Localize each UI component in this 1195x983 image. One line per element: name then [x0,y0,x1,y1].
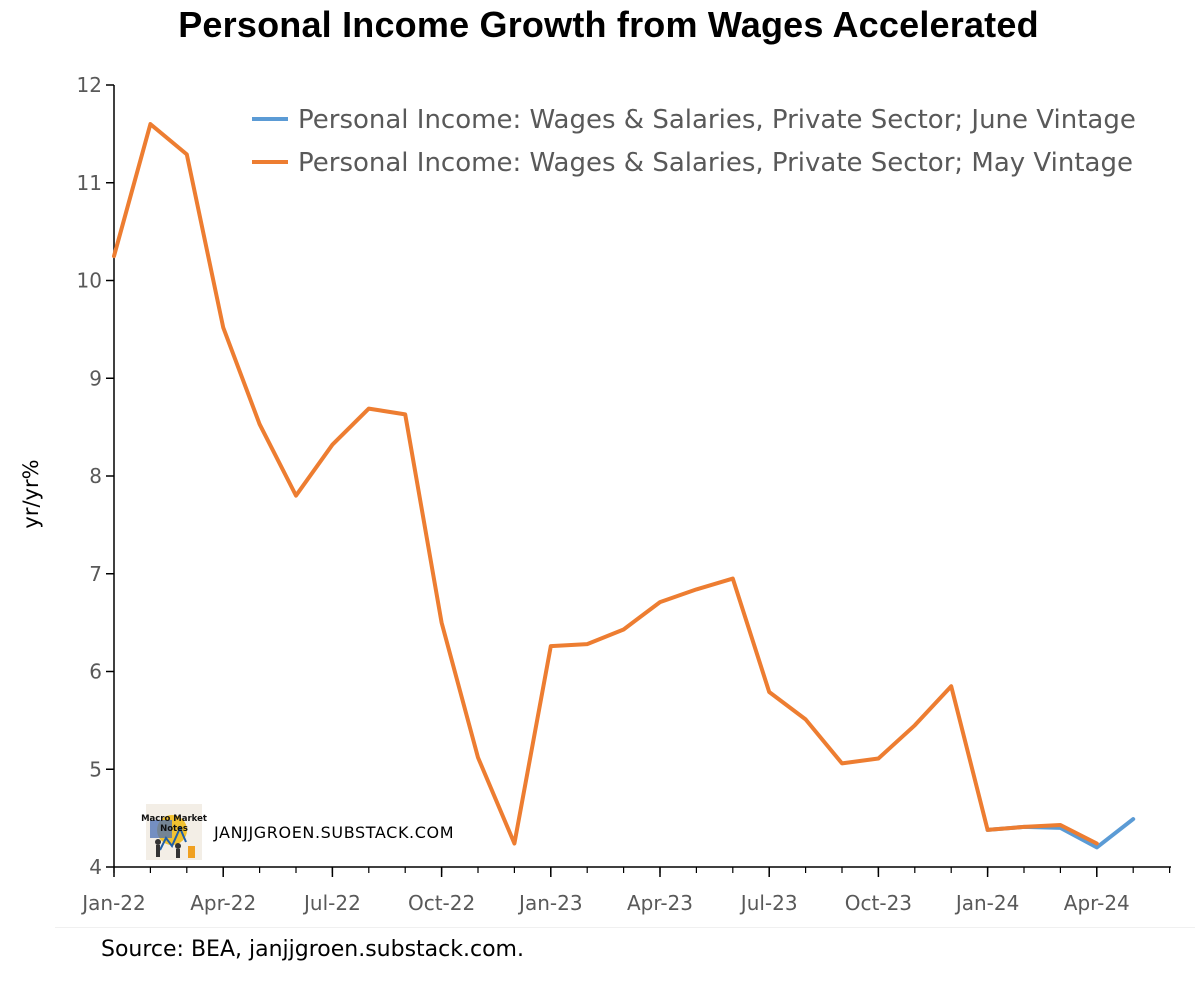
y-tick-label: 12 [77,73,102,97]
logo-line-1: Macro Market [141,814,207,824]
series-line-may-vintage [112,122,1099,846]
y-tick-label: 7 [89,562,102,586]
y-tick-label: 8 [89,464,102,488]
legend-label: Personal Income: Wages & Salaries, Priva… [298,105,1136,135]
x-tick-label: Jan-23 [517,891,583,915]
y-tick-label: 4 [89,855,102,879]
x-tick-label: Oct-22 [408,891,475,915]
y-tick-label: 11 [77,171,102,195]
y-tick-label: 9 [89,366,102,390]
y-tick-label: 10 [77,269,102,293]
x-tick-label: Oct-23 [845,891,912,915]
x-tick-label: Jan-22 [80,891,146,915]
x-tick-label: Jul-22 [302,891,361,915]
chart-title: Personal Income Growth from Wages Accele… [178,4,1039,45]
y-axis-label: yr/yr% [19,459,43,528]
x-tick-label: Jan-24 [954,891,1020,915]
footer-divider [55,927,1195,928]
y-tick-label: 5 [89,757,102,781]
source-note: Source: BEA, janjjgroen.substack.com. [101,937,524,962]
x-tick-label: Apr-24 [1064,891,1130,915]
x-tick-label: Apr-23 [627,891,693,915]
watermark-text: JANJJGROEN.SUBSTACK.COM [213,823,454,842]
x-tick-label: Jul-23 [739,891,798,915]
x-tick-label: Apr-22 [190,891,256,915]
macro-market-notes-logo: Macro Market Notes [141,804,207,860]
y-axis: 4 5 6 7 8 9 10 11 12 [77,73,115,879]
logo-line-2: Notes [160,824,188,834]
x-axis: Jan-22 Apr-22 Jul-22 Oct-22 Jan-23 Apr-23 Jul-… [80,866,1171,915]
y-tick-label: 6 [89,660,102,684]
legend: Personal Income: Wages & Salaries, Priva… [252,105,1136,178]
series-layer [112,122,1136,850]
watermark: Macro Market Notes JANJJGROEN.SUBSTACK.C… [141,804,454,860]
legend-label: Personal Income: Wages & Salaries, Priva… [298,148,1133,178]
